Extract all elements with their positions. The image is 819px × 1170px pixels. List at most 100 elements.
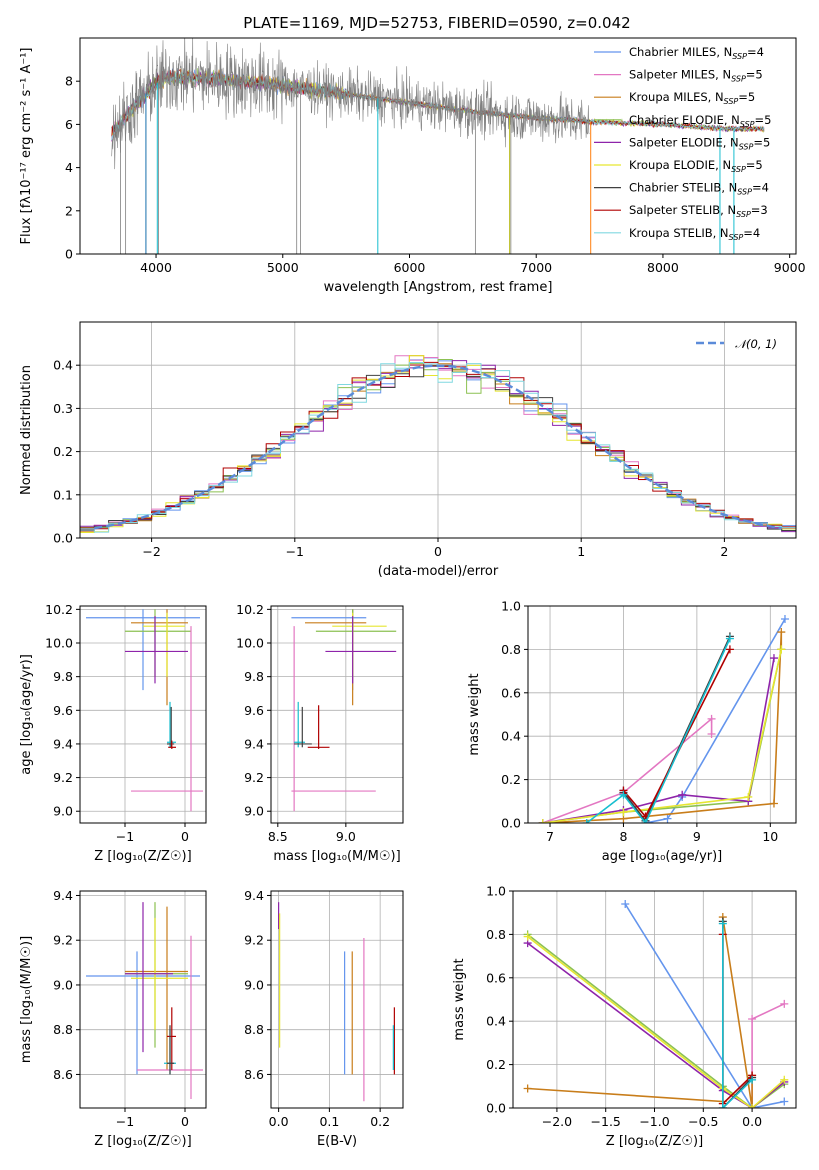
- legend-label: Chabrier STELIB, NSSP=4: [629, 181, 769, 197]
- weight-marker: [780, 615, 789, 624]
- x-tick-label: 4000: [140, 260, 172, 275]
- y-tick-label: 10.0: [45, 636, 73, 651]
- x-axis-label: Z [log₁₀(Z/Z☉)]: [606, 1134, 703, 1149]
- x-tick-label: 0.2: [370, 1114, 390, 1129]
- y-tick-label: 0.6: [501, 685, 521, 700]
- weight-marker: [748, 1104, 757, 1108]
- legend-label-main: Chabrier MILES, N: [629, 45, 732, 59]
- legend-label-main: Chabrier ELODIE, N: [629, 113, 740, 127]
- legend-label: Chabrier MILES, NSSP=4: [629, 45, 764, 61]
- weight-line: [622, 636, 731, 823]
- weight-marker: [777, 628, 786, 637]
- legend-label: Kroupa MILES, NSSP=5: [629, 90, 755, 106]
- y-axis-label: mass [log₁₀(M/M☉)]: [19, 936, 34, 1063]
- legend-label-tail: =5: [753, 135, 770, 149]
- errorbar-point: [305, 609, 367, 706]
- weight-marker: [780, 1075, 789, 1084]
- y-tick-label: 9.4: [53, 736, 73, 751]
- errorbar-point: [291, 609, 367, 691]
- weight-marker: [619, 790, 628, 799]
- legend-label: Kroupa STELIB, NSSP=4: [629, 226, 760, 242]
- legend-label-sub: SSP: [732, 52, 747, 61]
- y-tick-label: 8.8: [53, 1022, 73, 1037]
- x-tick-label: 1: [577, 544, 585, 559]
- weight-series: [619, 615, 789, 823]
- x-tick-label: 0.0: [742, 1114, 762, 1129]
- x-axis-label: Z [log₁₀(Z/Z☉)]: [94, 1134, 191, 1149]
- y-tick-label: 1.0: [486, 884, 506, 899]
- y-tick-label: 9.2: [53, 770, 73, 785]
- weight-marker: [718, 1104, 727, 1108]
- legend-label-sub: SSP: [739, 142, 754, 151]
- legend-label-main: Kroupa MILES, N: [629, 90, 724, 104]
- y-tick-label: 0.1: [53, 487, 73, 502]
- y-axis-label: mass weight: [452, 958, 467, 1040]
- weight-series: [538, 645, 786, 823]
- y-tick-label: 9.0: [53, 977, 73, 992]
- grid: [80, 322, 796, 539]
- weight-line: [542, 717, 713, 823]
- legend-label-sub: SSP: [737, 188, 752, 197]
- y-tick-label: 0: [65, 247, 73, 262]
- weight-line: [542, 649, 783, 823]
- panel-weight-vs-age: 7 8 9 10 0.0 0.2 0.4 0.6 0.8 1.0 age [log₁₀(age/yr…: [467, 599, 797, 864]
- y-axis-label: Normed distribution: [19, 365, 34, 495]
- y-tick-label: 9.8: [53, 669, 73, 684]
- legend-label-main: Salpeter STELIB, N: [629, 203, 736, 217]
- x-tick-label: 0: [434, 544, 442, 559]
- plot-area: [86, 609, 203, 812]
- weight-marker: [582, 819, 591, 823]
- y-tick-label: 0.0: [486, 1101, 506, 1116]
- y-tick-label: 0.2: [53, 444, 73, 459]
- x-axis-label: (data-model)/error: [378, 564, 499, 579]
- weight-line: [527, 935, 785, 1108]
- x-tick-label: −1.0: [639, 1114, 669, 1129]
- panel-age-vs-mass: 8.5 9.0 9.0 9.2 9.4 9.6 9.8 10.0 10.2 mass [log₁₀…: [236, 602, 404, 864]
- panel-mass-vs-EBV: 0.0 0.1 0.2 8.6 8.8 9.0 9.2 9.4 E(B-V): [244, 888, 404, 1149]
- y-tick-label: 10.2: [45, 602, 73, 617]
- panel-age-vs-Z: −1 0 9.0 9.2 9.4 9.6 9.8 10.0 10.2 Z [log₁₀(Z/Z☉)…: [19, 602, 207, 864]
- panel-mass-vs-Z: −1 0 8.6 8.8 9.0 9.2 9.4 Z [log₁₀(Z/Z☉)] mass [l…: [19, 888, 207, 1149]
- x-axis-label: mass [log₁₀(M/M☉)]: [273, 849, 400, 864]
- y-tick-label: 0.3: [53, 401, 73, 416]
- y-tick-label: 8.8: [244, 1022, 264, 1037]
- x-tick-label: 0: [181, 829, 189, 844]
- axes-frame: [79, 605, 207, 824]
- legend-label-tail: =5: [755, 113, 772, 127]
- weight-marker: [718, 919, 727, 928]
- y-tick-label: 9.0: [244, 977, 264, 992]
- plot-area: [278, 902, 395, 1102]
- weight-marker: [707, 730, 716, 739]
- grid: [271, 606, 403, 823]
- x-tick-label: 8.5: [268, 829, 288, 844]
- y-tick-label: 0.0: [501, 816, 521, 831]
- x-axis-label: E(B-V): [317, 1134, 357, 1149]
- legend-label: Salpeter STELIB, NSSP=3: [629, 203, 768, 219]
- x-tick-label: 0.1: [319, 1114, 339, 1129]
- weight-marker: [678, 790, 687, 799]
- weight-marker: [777, 645, 786, 654]
- axes-frame: [79, 37, 797, 255]
- weight-marker: [663, 814, 672, 823]
- weight-series: [619, 645, 734, 821]
- weight-marker: [780, 1097, 789, 1106]
- y-tick-label: 8: [65, 74, 73, 89]
- y-tick-label: 9.0: [244, 804, 264, 819]
- y-tick-label: 10.0: [236, 636, 264, 651]
- x-tick-label: −1: [116, 1114, 134, 1129]
- errorbar-point: [294, 706, 312, 748]
- legend-label-sub: SSP: [731, 165, 746, 174]
- errorbar-point: [291, 626, 376, 812]
- legend-label: 𝒩(0, 1): [735, 337, 777, 351]
- y-tick-label: 0.2: [486, 1057, 506, 1072]
- legend: 𝒩(0, 1): [696, 337, 777, 351]
- weight-marker: [538, 819, 547, 823]
- errorbar-point: [125, 902, 173, 1053]
- axes-frame: [527, 605, 797, 824]
- legend-label-main: Salpeter MILES, N: [629, 68, 731, 82]
- weight-series: [538, 654, 778, 823]
- errorbar-point: [307, 705, 330, 749]
- errorbar-point: [125, 616, 188, 684]
